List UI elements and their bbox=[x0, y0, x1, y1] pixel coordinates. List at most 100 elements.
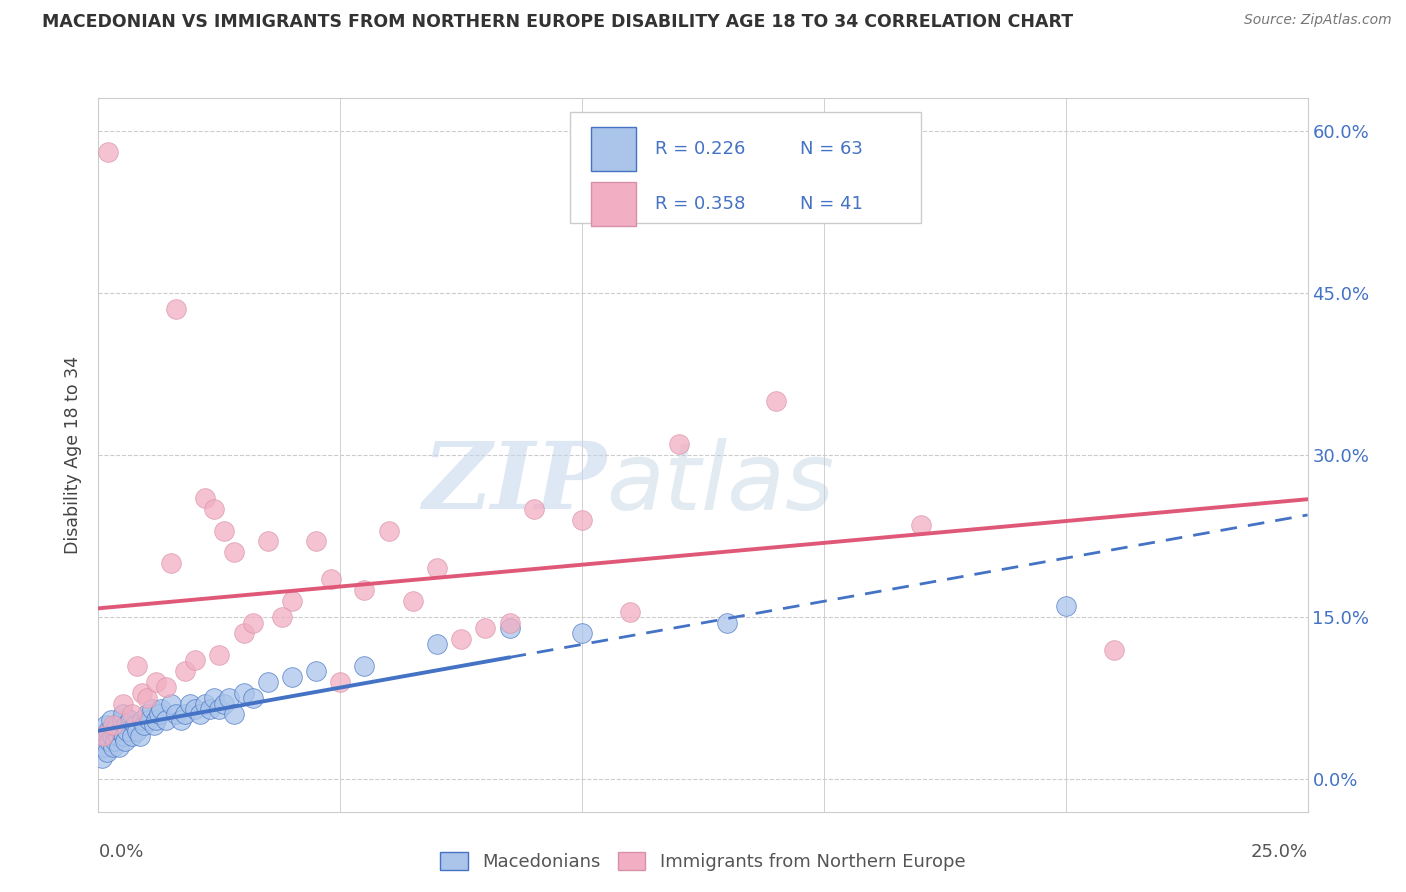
Point bbox=[377, 524, 399, 538]
Text: atlas: atlas bbox=[606, 438, 835, 529]
Point bbox=[124, 718, 146, 732]
Point bbox=[96, 745, 118, 759]
Point bbox=[329, 675, 352, 690]
Point bbox=[208, 702, 231, 716]
Point bbox=[101, 729, 124, 743]
Point bbox=[111, 707, 134, 722]
FancyBboxPatch shape bbox=[569, 112, 921, 223]
Point bbox=[571, 626, 593, 640]
Point bbox=[174, 664, 197, 678]
Text: MACEDONIAN VS IMMIGRANTS FROM NORTHERN EUROPE DISABILITY AGE 18 TO 34 CORRELATIO: MACEDONIAN VS IMMIGRANTS FROM NORTHERN E… bbox=[42, 13, 1073, 31]
Point bbox=[131, 686, 153, 700]
Point bbox=[218, 691, 240, 706]
Text: Source: ZipAtlas.com: Source: ZipAtlas.com bbox=[1244, 13, 1392, 28]
Point bbox=[93, 739, 115, 754]
Text: R = 0.358: R = 0.358 bbox=[655, 194, 745, 212]
Point bbox=[232, 626, 254, 640]
Point bbox=[174, 707, 197, 722]
Point bbox=[1102, 642, 1125, 657]
Text: N = 63: N = 63 bbox=[800, 140, 863, 158]
Point bbox=[138, 713, 160, 727]
Point bbox=[160, 697, 183, 711]
Point bbox=[100, 713, 122, 727]
Point bbox=[305, 534, 328, 549]
Point bbox=[204, 502, 226, 516]
Point bbox=[242, 615, 264, 630]
Point bbox=[134, 718, 156, 732]
Point bbox=[281, 669, 304, 683]
Point bbox=[101, 718, 124, 732]
Point bbox=[188, 707, 211, 722]
Text: N = 41: N = 41 bbox=[800, 194, 863, 212]
Point bbox=[105, 718, 128, 732]
Point bbox=[127, 723, 149, 738]
Point bbox=[668, 437, 690, 451]
Point bbox=[91, 729, 114, 743]
Point bbox=[208, 648, 231, 662]
Point bbox=[619, 605, 641, 619]
Point bbox=[111, 697, 134, 711]
Point bbox=[222, 545, 245, 559]
Point bbox=[111, 713, 134, 727]
Point bbox=[118, 713, 141, 727]
Point bbox=[90, 734, 112, 748]
Legend: Macedonians, Immigrants from Northern Europe: Macedonians, Immigrants from Northern Eu… bbox=[433, 845, 973, 879]
Point bbox=[94, 718, 117, 732]
Point bbox=[184, 653, 207, 667]
Text: ZIP: ZIP bbox=[422, 439, 606, 528]
Point bbox=[716, 615, 738, 630]
Point bbox=[242, 691, 264, 706]
Point bbox=[179, 697, 201, 711]
Text: R = 0.226: R = 0.226 bbox=[655, 140, 745, 158]
Point bbox=[232, 686, 254, 700]
Y-axis label: Disability Age 18 to 34: Disability Age 18 to 34 bbox=[65, 356, 83, 554]
Point bbox=[498, 621, 520, 635]
Point bbox=[523, 502, 546, 516]
Point bbox=[155, 681, 177, 695]
Point bbox=[101, 739, 124, 754]
Point bbox=[212, 524, 235, 538]
Point bbox=[97, 723, 120, 738]
Point bbox=[194, 697, 217, 711]
Point bbox=[121, 707, 143, 722]
Point bbox=[114, 734, 136, 748]
Point bbox=[112, 729, 135, 743]
Point bbox=[108, 723, 131, 738]
Point bbox=[160, 556, 183, 570]
Point bbox=[474, 621, 496, 635]
Point bbox=[353, 658, 375, 673]
Point bbox=[135, 691, 157, 706]
Point bbox=[256, 675, 278, 690]
Point bbox=[150, 702, 173, 716]
Point bbox=[571, 513, 593, 527]
Point bbox=[198, 702, 221, 716]
Point bbox=[212, 697, 235, 711]
Point bbox=[98, 734, 121, 748]
FancyBboxPatch shape bbox=[591, 127, 637, 171]
Point bbox=[104, 734, 127, 748]
Point bbox=[155, 713, 177, 727]
Point bbox=[103, 723, 125, 738]
Point bbox=[204, 691, 226, 706]
Point bbox=[143, 718, 166, 732]
Point bbox=[305, 664, 328, 678]
Point bbox=[91, 729, 114, 743]
Point bbox=[148, 707, 170, 722]
Point bbox=[91, 750, 114, 764]
Point bbox=[165, 707, 187, 722]
Point bbox=[145, 675, 167, 690]
Text: 0.0%: 0.0% bbox=[98, 843, 143, 861]
Point bbox=[281, 594, 304, 608]
Point bbox=[765, 393, 787, 408]
Text: 25.0%: 25.0% bbox=[1250, 843, 1308, 861]
Point bbox=[426, 561, 449, 575]
Point bbox=[141, 702, 163, 716]
Point bbox=[131, 713, 153, 727]
Point bbox=[194, 491, 217, 505]
Point bbox=[271, 610, 294, 624]
Point bbox=[184, 702, 207, 716]
Point bbox=[121, 729, 143, 743]
Point bbox=[107, 739, 129, 754]
Point bbox=[402, 594, 425, 608]
Point bbox=[319, 572, 342, 586]
